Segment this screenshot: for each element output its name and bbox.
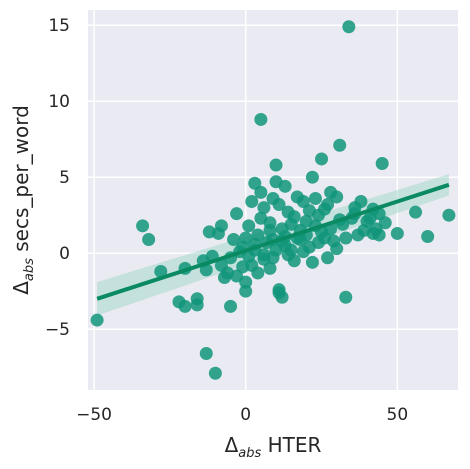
y-tick-label: 15 bbox=[48, 16, 70, 36]
y-axis-label-text: secs_per_word bbox=[9, 105, 33, 258]
data-point bbox=[90, 313, 104, 327]
data-point bbox=[281, 205, 295, 219]
x-tick-label: 0 bbox=[240, 405, 251, 425]
data-point bbox=[224, 299, 238, 313]
x-axis-label-text: HTER bbox=[261, 433, 321, 457]
data-point bbox=[257, 201, 271, 215]
x-axis-label-subscript: abs bbox=[238, 446, 261, 461]
data-point bbox=[409, 205, 423, 219]
data-point bbox=[217, 271, 231, 285]
data-point bbox=[372, 228, 386, 242]
x-tick-labels: −50 0 50 bbox=[76, 405, 408, 425]
data-point bbox=[339, 231, 353, 245]
data-point bbox=[299, 214, 313, 228]
data-point bbox=[263, 223, 277, 237]
data-point bbox=[254, 112, 268, 126]
data-point bbox=[178, 299, 192, 313]
y-tick-labels: −5 0 5 10 15 bbox=[45, 16, 70, 340]
data-point bbox=[287, 254, 301, 268]
data-point bbox=[296, 195, 310, 209]
data-point bbox=[248, 176, 262, 190]
data-point bbox=[318, 202, 332, 216]
data-point bbox=[154, 264, 168, 278]
regression-line bbox=[96, 182, 450, 301]
data-point bbox=[308, 191, 322, 205]
data-point bbox=[278, 179, 292, 193]
y-tick-label: 5 bbox=[59, 168, 70, 188]
y-axis-label-subscript: abs bbox=[22, 258, 37, 281]
x-tick-label: −50 bbox=[76, 405, 112, 425]
data-point bbox=[330, 190, 344, 204]
data-point bbox=[357, 223, 371, 237]
data-point bbox=[254, 185, 268, 199]
y-axis-label: Δabs secs_per_word bbox=[9, 105, 37, 295]
data-point bbox=[272, 283, 286, 297]
y-axis-label-symbol: Δ bbox=[9, 281, 33, 295]
data-point bbox=[269, 158, 283, 172]
data-point bbox=[284, 243, 298, 257]
data-point bbox=[239, 275, 253, 289]
data-point bbox=[342, 20, 356, 34]
y-tick-label: 0 bbox=[59, 244, 70, 264]
x-axis-label-symbol: Δ bbox=[225, 433, 239, 457]
data-point bbox=[211, 226, 225, 240]
data-point bbox=[305, 170, 319, 184]
data-point bbox=[227, 233, 241, 247]
x-tick-label: 50 bbox=[387, 405, 409, 425]
data-point bbox=[266, 251, 280, 265]
data-point bbox=[421, 229, 435, 243]
data-point bbox=[242, 219, 256, 233]
data-point bbox=[363, 211, 377, 225]
data-point bbox=[348, 201, 362, 215]
data-point bbox=[251, 266, 265, 280]
data-point bbox=[375, 157, 389, 171]
data-point bbox=[333, 138, 347, 152]
data-point bbox=[190, 292, 204, 306]
data-point bbox=[263, 261, 277, 275]
data-point bbox=[199, 263, 213, 277]
data-point bbox=[251, 228, 265, 242]
data-point bbox=[239, 284, 253, 298]
data-point bbox=[390, 226, 404, 240]
y-tick-label: −5 bbox=[45, 320, 70, 340]
data-point bbox=[245, 195, 259, 209]
data-point bbox=[321, 251, 335, 265]
data-point bbox=[305, 255, 319, 269]
data-point bbox=[315, 152, 329, 166]
y-tick-label: 10 bbox=[48, 92, 70, 112]
data-point bbox=[339, 290, 353, 304]
data-point bbox=[330, 242, 344, 256]
data-point bbox=[266, 191, 280, 205]
data-point bbox=[208, 366, 222, 380]
data-point bbox=[302, 240, 316, 254]
data-point bbox=[230, 207, 244, 221]
data-point bbox=[199, 347, 213, 361]
x-axis-label: Δabs HTER bbox=[225, 433, 322, 461]
data-point bbox=[442, 208, 456, 222]
data-point bbox=[136, 219, 150, 233]
data-point bbox=[142, 233, 156, 247]
